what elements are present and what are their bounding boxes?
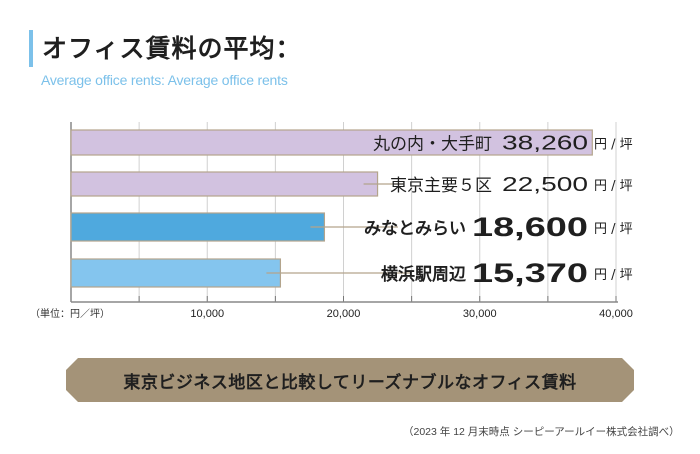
banner-text: 東京ビジネス地区と比較してリーズナブルなオフィス賃料: [123, 372, 577, 393]
category-label: 東京主要５区: [390, 176, 492, 196]
x-tick-label: 10,000: [190, 308, 224, 320]
x-tick-label: 20,000: [327, 308, 361, 320]
category-label: 横浜駅周辺: [381, 264, 466, 285]
bar: [70, 171, 379, 197]
source-note: （2023 年 12 月末時点 シーピーアールイー株式会社調べ）: [403, 426, 680, 438]
unit-suffix: 円 / 坪: [594, 268, 633, 283]
x-tick-label: 30,000: [463, 308, 497, 320]
bar: [70, 212, 326, 242]
unit-suffix: 円 / 坪: [594, 222, 633, 237]
bar: [70, 129, 593, 156]
x-tick-label: 40,000: [599, 308, 633, 320]
unit-suffix: 円 / 坪: [594, 138, 633, 153]
bar-chart: 10,000 20,000 30,000 40,00038,260丸の内・大手町円 /…: [70, 122, 633, 320]
value-label: 15,370: [472, 258, 588, 288]
page-title: オフィス賃料の平均：: [42, 34, 302, 63]
bar: [70, 258, 282, 288]
page-subtitle: Average office rents: Average office ren…: [41, 72, 288, 88]
category-label: みなとみらい: [364, 219, 466, 239]
value-label: 18,600: [472, 212, 588, 242]
value-label: 38,260: [502, 133, 588, 155]
summary-banner: 東京ビジネス地区と比較してリーズナブルなオフィス賃料: [66, 358, 634, 402]
unit-suffix: 円 / 坪: [594, 179, 633, 194]
title-accent-bar: [29, 30, 33, 67]
value-label: 22,500: [502, 174, 588, 196]
unit-label: （単位：円／坪）: [30, 309, 110, 320]
category-label: 丸の内・大手町: [373, 135, 492, 155]
